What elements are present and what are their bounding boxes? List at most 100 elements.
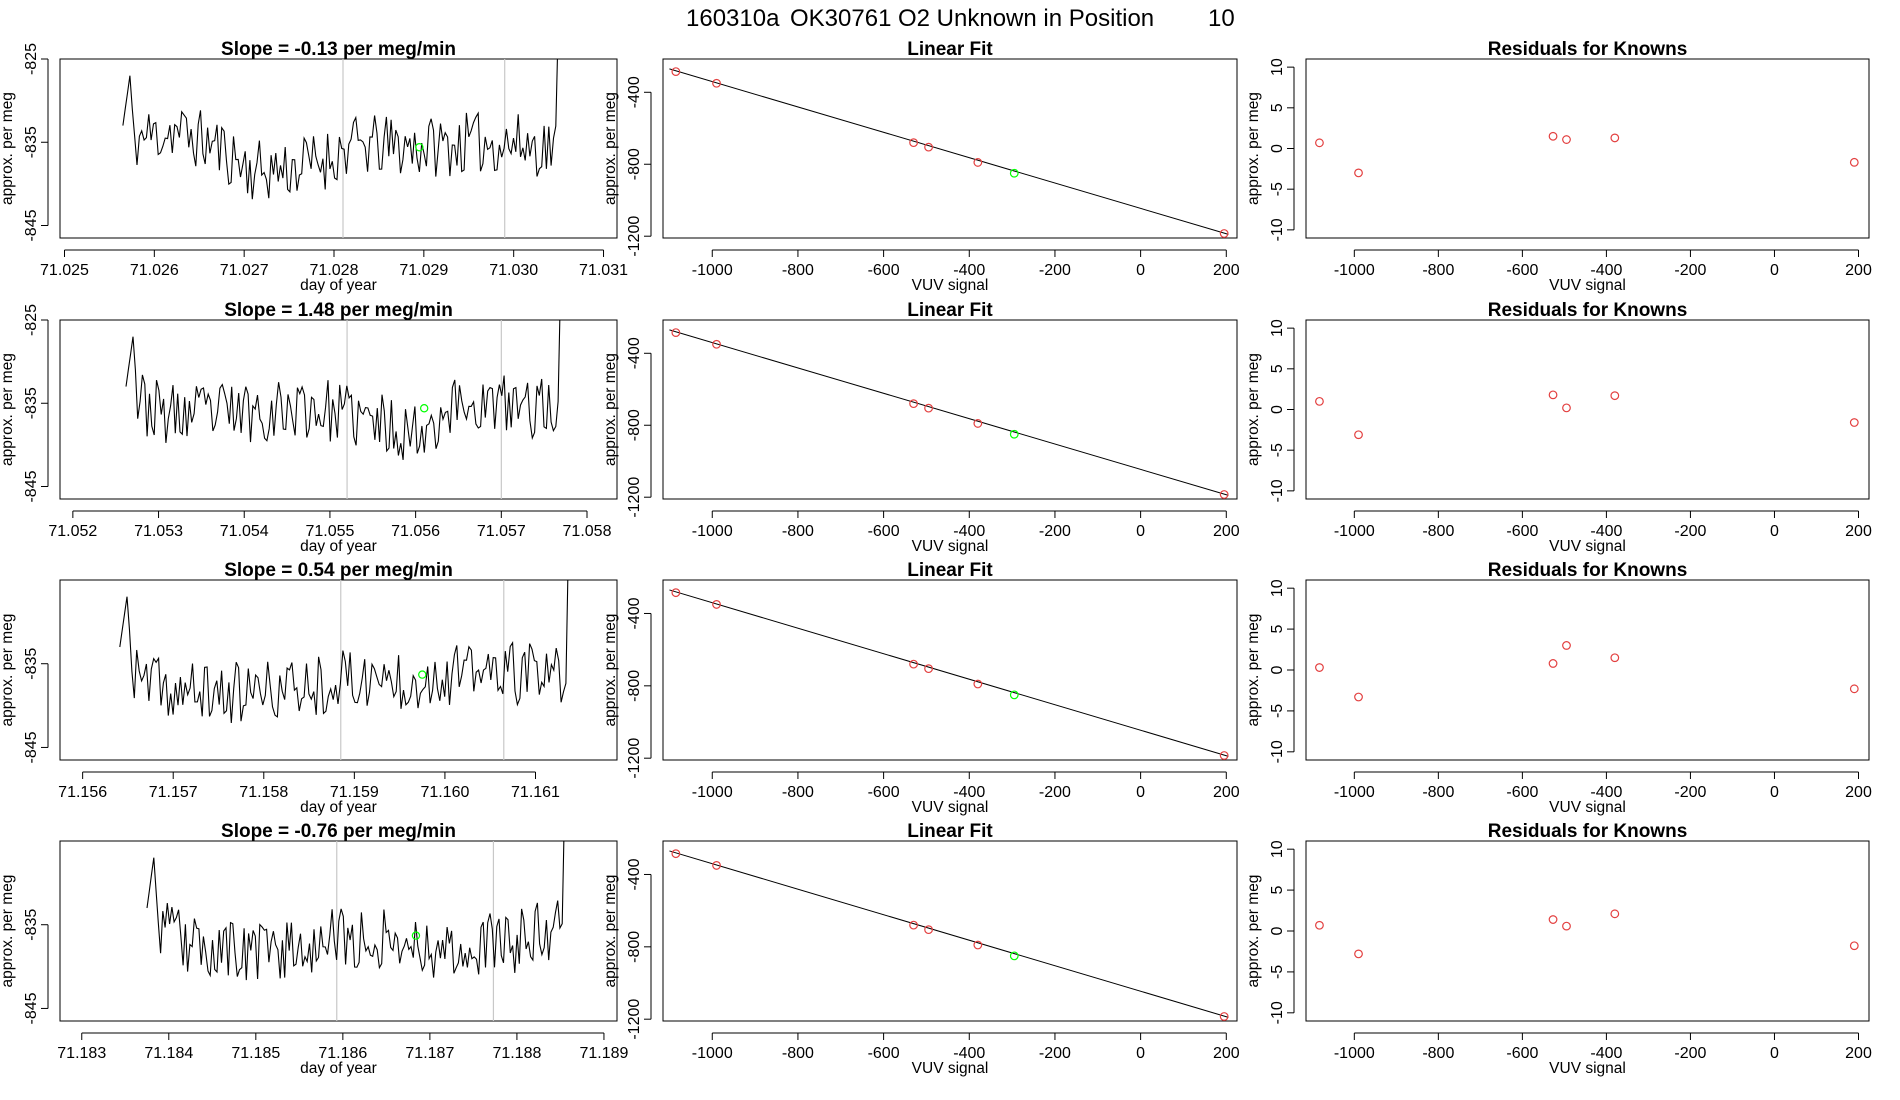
x-tick-label: 71.158	[239, 784, 288, 801]
x-tick-label: -800	[1422, 784, 1454, 801]
title-prefix: Slope =	[224, 300, 297, 321]
x-tick-label: 71.029	[399, 262, 448, 279]
y-tick-label: -835	[23, 126, 40, 158]
y-tick-label: -5	[1269, 182, 1286, 196]
x-tick-label: 200	[1845, 262, 1872, 279]
x-tick-label: -1000	[692, 523, 733, 540]
residual-point	[1315, 920, 1324, 930]
y-tick-label: 10	[1269, 579, 1286, 597]
plot-frame	[59, 840, 618, 1022]
data-series-line	[146, 841, 565, 981]
x-tick-label: 71.056	[391, 523, 440, 540]
known-point	[712, 339, 721, 349]
residual-point	[1849, 941, 1859, 951]
y-tick-label: -5	[1269, 965, 1286, 979]
y-tick-label: -400	[626, 337, 643, 369]
x-tick-label: 71.188	[492, 1045, 541, 1062]
x-tick-label: 200	[1845, 1045, 1872, 1062]
y-tick-label: -800	[626, 148, 643, 180]
y-tick-label: -845	[23, 731, 40, 763]
y-axis-label: approx. per meg	[0, 614, 16, 727]
y-tick-label: -825	[23, 43, 40, 75]
known-point	[1219, 751, 1229, 760]
y-tick-label: -835	[23, 909, 40, 941]
known-point	[909, 138, 918, 148]
residual-point	[1315, 396, 1324, 406]
known-point	[973, 158, 983, 167]
current-point	[1009, 951, 1019, 961]
residual-point	[1610, 391, 1620, 401]
x-tick-label: 0	[1770, 784, 1779, 801]
residual-point	[1354, 692, 1363, 702]
current-point	[1009, 429, 1019, 439]
known-point	[924, 925, 933, 935]
y-axis-label: approx. per meg	[0, 875, 16, 988]
y-tick-label: -10	[1269, 740, 1286, 763]
x-tick-label: -600	[868, 523, 900, 540]
x-tick-label: 0	[1136, 1045, 1145, 1062]
title-prefix: Slope =	[221, 821, 294, 842]
x-tick-label: 0	[1770, 1045, 1779, 1062]
known-point	[1219, 1012, 1229, 1021]
y-tick-label: 5	[1269, 103, 1286, 112]
panel-3: Slope = 0.54 per meg/min 71.156 71.157 71.1…	[0, 560, 618, 816]
known-point	[1219, 229, 1229, 238]
x-axis-label: VUV signal	[1549, 538, 1626, 555]
x-axis-label: day of year	[300, 538, 377, 555]
plot-title: Linear Fit	[907, 300, 993, 321]
y-tick-label: 0	[1269, 405, 1286, 414]
current-point-marker	[418, 670, 427, 679]
x-tick-label: -200	[1039, 262, 1071, 279]
residual-point	[1548, 131, 1558, 141]
plot-title: Residuals for Knowns	[1488, 821, 1688, 842]
x-tick-label: -1000	[1334, 784, 1375, 801]
x-tick-label: 71.161	[511, 784, 560, 801]
panel-9: Residuals for Knowns-1000 -800 -600 -400 -20…	[1245, 39, 1872, 294]
y-tick-label: 0	[1269, 665, 1286, 674]
x-tick-label: 200	[1845, 523, 1872, 540]
known-point	[712, 600, 721, 609]
known-point	[909, 659, 918, 669]
known-point	[973, 419, 983, 428]
y-tick-label: 10	[1269, 840, 1286, 858]
x-tick-label: 71.185	[231, 1045, 280, 1062]
figure-title-position: 10	[1208, 5, 1235, 32]
residual-point	[1354, 168, 1363, 178]
y-tick-label: 10	[1269, 58, 1286, 76]
x-tick-label: 200	[1213, 784, 1240, 801]
panel-6: Linear Fit -1000 -800 -600 -400 -200 0 200 VUV s…	[602, 300, 1240, 555]
y-tick-label: -5	[1269, 443, 1286, 457]
y-tick-label: -1200	[626, 999, 643, 1040]
x-tick-label: -800	[782, 523, 814, 540]
y-tick-label: 5	[1269, 364, 1286, 373]
x-tick-label: -400	[953, 784, 985, 801]
x-tick-label: -200	[1039, 784, 1071, 801]
x-tick-label: 71.028	[310, 262, 359, 279]
y-tick-label: -800	[626, 670, 643, 702]
x-tick-label: 200	[1213, 262, 1240, 279]
plot-frame	[1305, 840, 1870, 1022]
x-tick-label: -400	[953, 262, 985, 279]
title-prefix: Slope =	[224, 560, 297, 581]
plot-frame	[1305, 579, 1870, 761]
title-suffix: per meg/min	[338, 39, 456, 60]
x-tick-label: -400	[953, 523, 985, 540]
panel-2: Slope = 1.48 per meg/min 71.052 71.053 71.0…	[0, 300, 618, 555]
panel-4: Slope = -0.76 per meg/min 71.183 71.184 71.…	[0, 821, 629, 1077]
residual-point	[1562, 921, 1571, 931]
y-tick-label: -845	[23, 470, 40, 502]
x-tick-label: -1000	[692, 262, 733, 279]
y-tick-label: -1200	[626, 216, 643, 257]
x-tick-label: 71.057	[477, 523, 526, 540]
known-point	[909, 399, 918, 409]
y-tick-label: -835	[23, 387, 40, 419]
x-tick-label: 71.026	[130, 262, 179, 279]
known-point	[671, 588, 681, 598]
y-axis-label: approx. per meg	[602, 875, 619, 988]
plot-frame	[662, 319, 1238, 500]
y-tick-label: -10	[1269, 479, 1286, 502]
y-tick-label: 5	[1269, 625, 1286, 634]
x-tick-label: 71.187	[405, 1045, 454, 1062]
panel-11: Residuals for Knowns-1000 -800 -600 -400 -20…	[1245, 560, 1872, 816]
